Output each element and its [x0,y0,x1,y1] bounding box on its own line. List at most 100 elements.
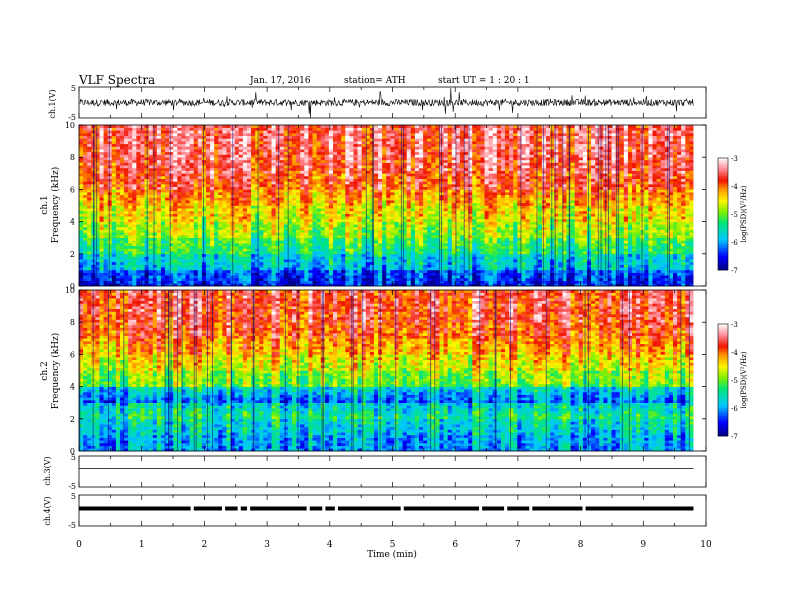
spectrogram-cell [373,232,379,236]
spectrogram-cell [169,213,174,217]
spectrogram-cell [410,210,416,214]
spectrogram-cell [419,205,424,209]
spectrogram-cell [607,256,612,260]
spectrogram-cell [427,205,432,209]
spectrogram-cell [165,226,170,230]
spectrogram-cell [505,251,510,255]
spectrogram-cell [632,269,637,273]
spectrogram-cell [472,269,477,273]
spectrogram-cell [124,251,129,255]
spectrogram-cell [136,208,141,212]
spectrogram-cell [328,224,334,228]
spectrogram-cell [505,218,510,222]
spectrogram-cell [402,280,408,284]
spectrogram-cell [218,264,223,268]
spectrogram-cell [185,240,190,244]
spectrogram-cell [541,277,547,281]
spectrogram-cell [386,197,391,201]
spectrogram-cell [459,240,465,244]
spectrogram-cell [292,210,297,214]
spectrogram-cell [586,272,592,276]
spectrogram-cell [672,245,678,249]
spectrogram-cell [283,210,289,214]
spectrogram-cell [656,243,661,247]
spectrogram-cell [300,213,305,217]
spectrogram-cell [615,218,621,222]
spectrogram-cell [558,261,563,265]
spectrogram-cell [234,251,240,255]
spectrogram-cell [459,243,465,247]
spectrogram-cell [525,213,530,217]
spectrogram-cell [271,216,276,220]
spectrogram-cell [591,261,596,265]
spectrogram-cell [476,224,481,228]
spectrogram-cell [541,240,547,244]
spectrogram-cell [259,216,264,220]
spectrogram-cell [537,200,543,204]
spectrogram-cell [124,277,129,281]
spectrogram-cell [648,280,653,284]
spectrogram-cell [566,229,571,233]
spectrogram-cell [296,275,301,279]
spectrogram-cell [505,229,510,233]
spectrogram-cell [373,210,379,214]
spectrogram-cell [390,240,395,244]
spectrogram-cell [132,243,137,247]
spectrogram-cell [431,235,436,238]
spectrogram-cell [83,200,88,204]
spectrogram-cell [169,277,174,281]
spectrogram-cell [271,197,276,201]
spectrogram-cell [648,202,653,206]
spectrogram-cell [410,202,416,206]
spectrogram-cell [267,221,272,225]
spectrogram-cell [95,202,100,206]
spectrogram-cell [111,243,117,247]
spectrogram-cell [226,218,231,222]
spectrogram-cell [537,208,543,212]
spectrogram-cell [87,200,92,204]
spectrogram-cell [509,229,514,233]
spectrogram-cell [578,226,584,230]
spectrogram-cell [406,229,412,233]
spectrogram-cell [513,200,518,204]
spectrogram-cell [345,213,350,217]
spectrogram-cell [152,237,158,241]
spectrogram-cell [586,200,592,204]
spectrogram-cell [615,235,621,238]
spectrogram-cell [394,224,399,228]
spectrogram-cell [447,224,453,228]
spectrogram-cell [296,264,301,268]
spectrogram-cell [189,283,194,287]
spectrogram-cell [615,275,621,279]
spectrogram-cell [574,253,580,257]
spectrogram-cell [99,259,104,263]
spectrogram-cell [505,216,510,220]
spectrogram-cell [480,256,485,260]
spectrogram-cell [292,226,297,230]
spectrogram-cell [136,253,141,257]
spectrogram-cell [165,256,170,260]
spectrogram-cell [324,267,330,271]
spectrogram-cell [169,208,174,212]
spectrogram-cell [414,235,420,238]
spectrogram-cell [591,221,596,225]
spectrogram-cell [607,248,612,252]
spectrogram-cell [554,221,559,225]
spectrogram-cell [140,205,145,209]
spectrogram-cell [689,251,694,255]
spectrogram-cell [337,221,342,225]
spectrogram-cell [685,200,690,204]
spectrogram-cell [107,232,113,236]
spectrogram-cell [525,245,530,249]
spectrogram-cell [550,226,555,230]
spectrogram-cell [545,280,551,284]
spectrogram-cell [378,240,383,244]
spectrogram-cell [349,235,354,238]
spectrogram-cell [107,272,113,276]
spectrogram-cell [525,205,530,209]
spectrogram-cell [296,237,301,241]
spectrogram-cell [373,245,379,249]
spectrogram-cell [181,226,186,230]
spectrogram-cell [292,275,297,279]
spectrogram-cell [292,251,297,255]
